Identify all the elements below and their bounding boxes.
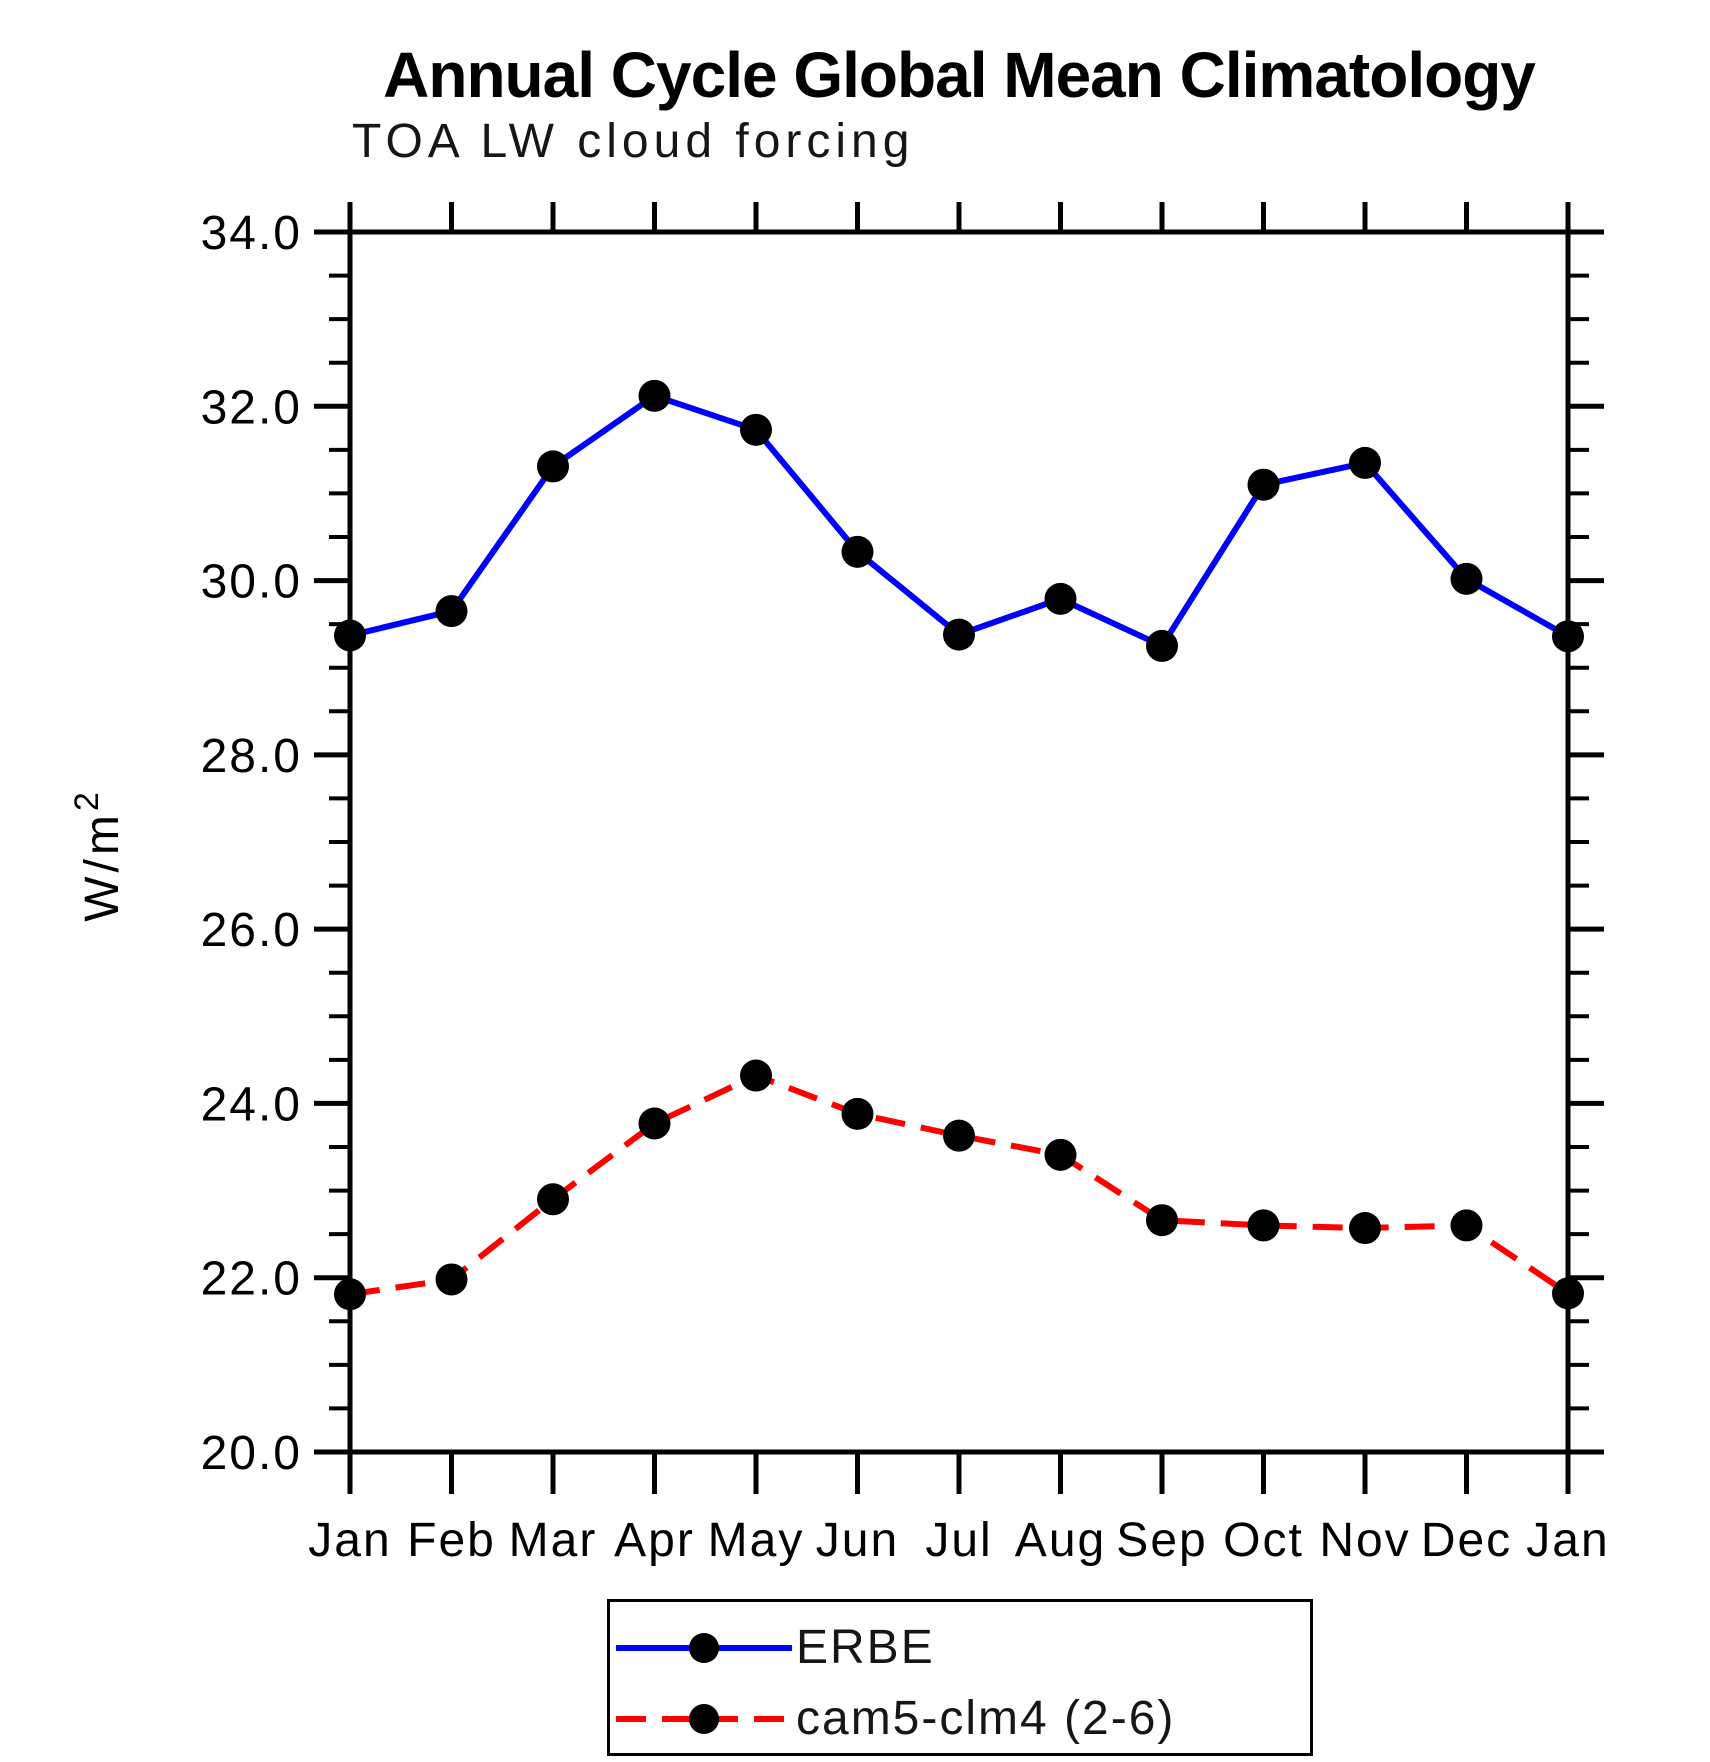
y-axis-tick-label: 34.0 (201, 207, 302, 260)
data-point-marker-0 (1552, 620, 1584, 653)
data-point-marker-0 (334, 619, 366, 652)
chart-subtitle: TOA LW cloud forcing (352, 115, 915, 168)
x-axis-tick-label: Jul (925, 1514, 992, 1567)
data-point-marker-1 (638, 1107, 671, 1140)
data-point-marker-0 (1450, 562, 1483, 595)
data-point-marker-1 (1247, 1209, 1280, 1242)
data-point-marker-0 (1044, 582, 1077, 615)
legend-marker-icon (689, 1633, 719, 1663)
series-line-1 (349, 1072, 1570, 1298)
y-axis-tick-label: 24.0 (201, 1078, 302, 1131)
chart-title: Annual Cycle Global Mean Climatology (383, 39, 1536, 111)
data-point-marker-1 (740, 1059, 772, 1092)
y-axis-tick-label: 26.0 (201, 904, 302, 957)
y-axis-tick-label: 28.0 (201, 730, 302, 783)
data-point-marker-1 (537, 1183, 569, 1216)
data-point-marker-1 (334, 1278, 366, 1311)
x-axis-tick-label: May (708, 1514, 805, 1567)
x-axis-tick-label: Aug (1015, 1514, 1106, 1567)
legend-line-sample (616, 1633, 792, 1663)
y-axis-label: W/m2 (68, 788, 129, 922)
y-axis-tick-label: 32.0 (201, 381, 302, 434)
x-axis-tick-label: Mar (509, 1514, 598, 1567)
data-point-marker-0 (638, 379, 671, 412)
data-point-marker-0 (740, 413, 772, 446)
data-point-marker-1 (435, 1263, 468, 1296)
data-point-marker-0 (435, 595, 468, 628)
legend-box: ERBE cam5-clm4 (2-6) (607, 1599, 1313, 1756)
legend-label: cam5-clm4 (2-6) (796, 1692, 1176, 1745)
data-point-marker-1 (1349, 1212, 1381, 1245)
data-point-marker-0 (841, 535, 874, 568)
x-axis-tick-label: Sep (1116, 1514, 1207, 1567)
x-axis-tick-label: Oct (1223, 1514, 1304, 1567)
data-point-marker-1 (1450, 1209, 1483, 1242)
data-point-marker-0 (537, 450, 569, 483)
data-point-marker-1 (943, 1119, 975, 1152)
data-point-marker-0 (1247, 468, 1280, 501)
legend-entry-0: ERBE (616, 1621, 935, 1674)
data-point-marker-1 (841, 1097, 874, 1130)
x-axis-tick-label: Jan (308, 1514, 391, 1567)
data-point-marker-0 (1349, 446, 1381, 479)
legend-label: ERBE (796, 1621, 935, 1674)
x-axis-tick-label: Dec (1421, 1514, 1512, 1567)
legend-entry-1: cam5-clm4 (2-6) (616, 1692, 1176, 1745)
x-axis-tick-label: Feb (407, 1514, 496, 1567)
y-axis-tick-label: 20.0 (201, 1427, 302, 1480)
data-point-marker-1 (1044, 1138, 1077, 1171)
x-axis-tick-label: Jan (1526, 1514, 1609, 1567)
y-axis-tick-label: 22.0 (201, 1253, 302, 1306)
x-axis-tick-label: Apr (614, 1514, 695, 1567)
x-axis-tick-label: Jun (816, 1514, 899, 1567)
y-axis-tick-label: 30.0 (201, 556, 302, 609)
data-point-marker-1 (1146, 1204, 1178, 1237)
data-point-marker-1 (1552, 1277, 1584, 1310)
series-line-0 (349, 392, 1570, 650)
legend-marker-icon (689, 1704, 719, 1734)
data-point-marker-0 (943, 618, 975, 651)
legend-line-sample (616, 1704, 792, 1734)
x-axis-tick-label: Nov (1319, 1514, 1410, 1567)
data-point-marker-0 (1146, 629, 1178, 662)
